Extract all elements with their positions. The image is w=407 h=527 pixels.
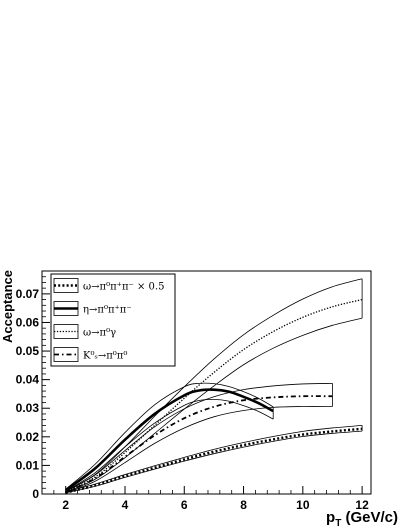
- band-upper-3: [65, 382, 333, 493]
- y-tick-label: 0.04: [16, 373, 40, 387]
- y-tick-label: 0.02: [16, 430, 40, 444]
- x-axis-label-sub: T: [335, 518, 341, 527]
- legend-label: K⁰ₛ→π⁰π⁰: [83, 351, 127, 362]
- x-tick-label: 4: [122, 498, 129, 512]
- band-upper-2: [65, 278, 363, 492]
- uncertainty-bands: [65, 278, 363, 494]
- legend-label: η→π⁰π⁺π⁻: [83, 305, 132, 316]
- band-lower-3: [65, 406, 333, 494]
- band-lower-0: [65, 430, 363, 494]
- series-line-1: [64, 388, 274, 492]
- legend-label: ω→π⁰γ: [83, 328, 116, 339]
- band-upper-0: [65, 424, 363, 493]
- band-lower-1: [65, 398, 274, 492]
- series-lines: [64, 298, 363, 494]
- x-tick-label: 12: [355, 498, 369, 512]
- band-upper-1: [65, 382, 274, 490]
- series-line-0: [65, 427, 363, 494]
- axes: 2 4 6 8 10 12 0 0.01 0.02 0.03 0.04 0.05 0.06 0.07: [16, 270, 372, 512]
- x-tick-label: 2: [62, 498, 69, 512]
- y-tick-label: 0.05: [16, 344, 40, 358]
- x-axis-label-unit: (GeV/c): [341, 509, 398, 526]
- y-tick-label: 0.06: [16, 315, 40, 329]
- x-tick-label: 10: [296, 498, 310, 512]
- x-axis-label: pT (GeV/c): [326, 509, 398, 527]
- y-axis-label: Acceptance: [0, 270, 15, 343]
- series-line-2: [65, 298, 363, 493]
- y-tick-label: 0.03: [16, 401, 40, 415]
- y-tick-label: 0: [32, 487, 39, 501]
- x-tick-label: 8: [240, 498, 247, 512]
- legend-box: [50, 273, 176, 367]
- legend: ω→π⁰π⁺π⁻ × 0.5 η→π⁰π⁺π⁻ ω→π⁰γ K⁰ₛ→π⁰π⁰: [50, 273, 176, 367]
- x-axis-label-main: p: [326, 509, 335, 526]
- series-line-3: [65, 395, 333, 494]
- legend-label: ω→π⁰π⁺π⁻ × 0.5: [83, 282, 164, 293]
- y-tick-label: 0.07: [16, 287, 40, 301]
- plot-frame: [41, 270, 372, 495]
- x-tick-label: 6: [181, 498, 188, 512]
- y-tick-label: 0.01: [16, 458, 40, 472]
